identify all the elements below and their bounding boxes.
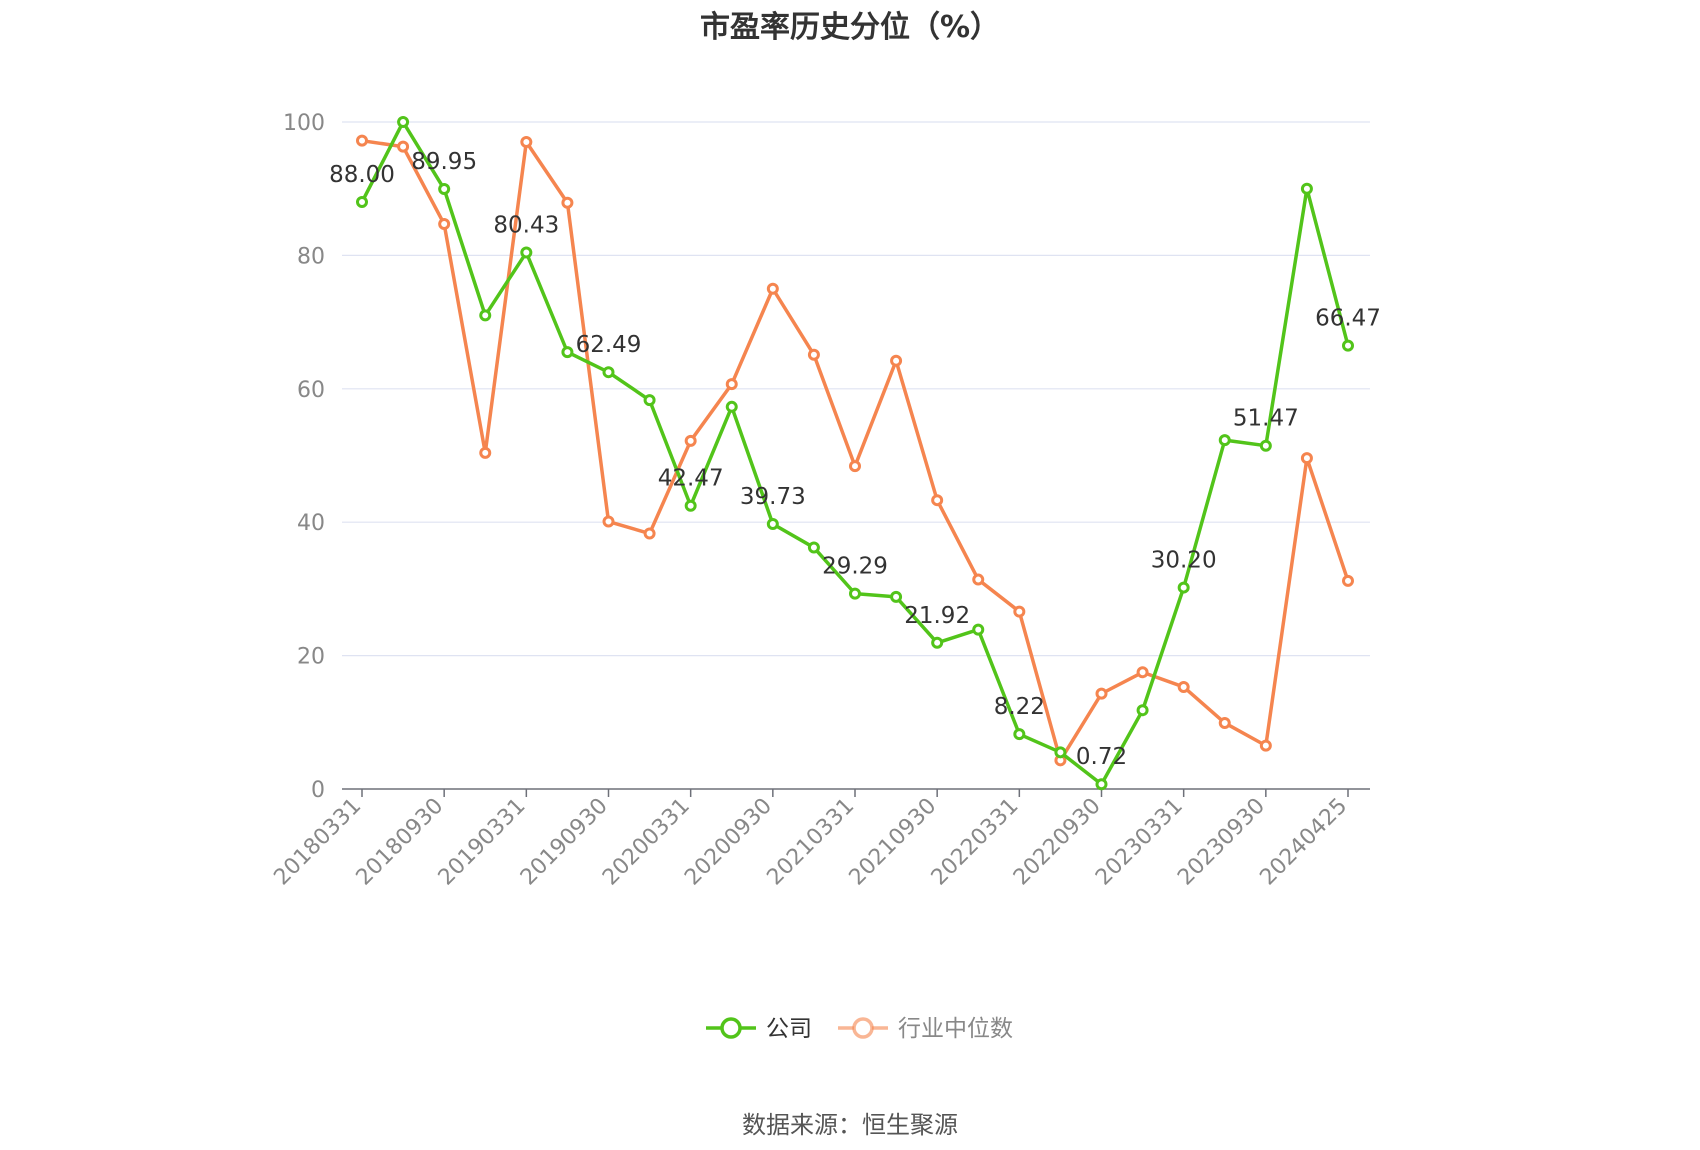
x-tick-label: 20180331	[269, 794, 366, 891]
data-point-industry	[972, 573, 985, 586]
data-point-industry	[1342, 574, 1354, 587]
data-label: 21.92	[904, 603, 970, 629]
data-point-industry	[1136, 666, 1149, 679]
data-point-industry	[1095, 687, 1108, 700]
data-point-company	[643, 394, 656, 407]
x-tick-label: 20200930	[680, 794, 777, 891]
data-point-company	[807, 541, 820, 554]
data-point-industry	[1218, 716, 1231, 729]
x-tick-label: 20210930	[845, 794, 942, 891]
data-point-industry	[1300, 452, 1313, 465]
legend-item-industry[interactable]: 行业中位数	[838, 1016, 1013, 1042]
data-point-industry	[397, 140, 410, 153]
data-point-company	[766, 518, 779, 531]
data-label: 80.43	[493, 213, 559, 239]
source-note: 数据来源：恒生聚源	[742, 1111, 958, 1139]
x-tick-label: 20240425	[1255, 794, 1352, 891]
y-tick-label: 80	[297, 244, 325, 269]
data-point-company	[356, 196, 368, 209]
x-tick-label: 20180930	[352, 794, 449, 891]
legend[interactable]: 公司 行业中位数	[706, 1016, 1013, 1042]
data-point-industry	[684, 434, 697, 447]
legend-marker-icon	[852, 1017, 874, 1039]
x-tick-label: 20190930	[516, 794, 613, 891]
legend-marker-icon	[720, 1017, 742, 1039]
axes: 0 20 40 60 80 100 2018033120180930201903312019…	[269, 111, 1370, 890]
series-lines	[356, 116, 1354, 791]
y-tick-label: 20	[297, 645, 325, 670]
x-tick-label: 20210331	[762, 794, 859, 891]
data-point-industry	[1259, 739, 1272, 752]
x-tick-label: 20230930	[1173, 794, 1270, 891]
data-point-industry	[766, 282, 779, 295]
y-tick-label: 40	[297, 511, 325, 536]
data-point-industry	[1013, 605, 1026, 618]
data-point-company	[1218, 434, 1231, 447]
x-tick-label: 20230331	[1091, 794, 1188, 891]
data-point-company	[1259, 439, 1272, 452]
y-tick-label: 100	[283, 111, 325, 136]
data-label: 66.47	[1315, 306, 1381, 332]
data-point-industry	[807, 348, 820, 361]
data-point-industry	[1177, 680, 1190, 693]
data-label: 62.49	[576, 332, 642, 358]
y-tick-label: 0	[311, 778, 325, 803]
data-point-industry	[438, 218, 451, 231]
data-label: 8.22	[994, 694, 1045, 720]
legend-item-company[interactable]: 公司	[706, 1016, 812, 1042]
data-point-company	[1095, 778, 1108, 791]
data-point-company	[1177, 581, 1190, 594]
data-point-company	[397, 116, 410, 128]
data-point-company	[1013, 728, 1026, 741]
data-point-company	[1136, 704, 1149, 717]
x-tick-label: 20220331	[927, 794, 1024, 891]
data-point-industry	[931, 494, 944, 507]
data-point-industry	[561, 196, 574, 209]
data-label: 89.95	[411, 149, 477, 175]
data-point-company	[602, 366, 615, 379]
data-label: 0.72	[1076, 744, 1127, 770]
data-point-company	[1342, 339, 1354, 352]
data-point-company	[931, 636, 944, 649]
legend-label: 公司	[766, 1016, 812, 1042]
data-label: 42.47	[658, 466, 724, 492]
legend-label: 行业中位数	[898, 1016, 1013, 1042]
data-point-company	[972, 623, 985, 636]
data-point-industry	[602, 515, 615, 528]
x-tick-label: 20200331	[598, 794, 695, 891]
data-label: 30.20	[1151, 548, 1217, 574]
data-point-company	[1300, 182, 1313, 195]
data-label: 39.73	[740, 484, 806, 510]
data-point-company	[684, 499, 697, 512]
grid-lines	[342, 121, 1370, 657]
data-point-company	[725, 400, 738, 413]
data-point-company	[890, 590, 903, 603]
data-label: 88.00	[329, 162, 395, 188]
data-point-industry	[520, 136, 533, 149]
data-point-company	[520, 246, 533, 259]
x-tick-label: 20190331	[434, 794, 531, 891]
data-point-company	[438, 183, 451, 196]
chart-title: 市盈率历史分位（%）	[700, 10, 1000, 45]
data-point-company	[479, 309, 492, 322]
data-point-industry	[356, 134, 368, 147]
data-label: 51.47	[1233, 406, 1299, 432]
data-label: 29.29	[822, 554, 888, 580]
data-point-industry	[479, 446, 492, 459]
y-tick-label: 60	[297, 378, 325, 403]
data-point-company	[849, 587, 861, 600]
data-point-industry	[849, 460, 861, 473]
x-tick-label: 20220930	[1009, 794, 1106, 891]
data-point-industry	[643, 527, 656, 540]
data-point-company	[1054, 746, 1067, 759]
data-point-industry	[890, 354, 903, 367]
data-point-industry	[725, 378, 738, 391]
data-point-company	[561, 346, 574, 359]
data-labels: 88.00 89.95 80.43 62.49 42.47 39.73 29.29 21.92…	[329, 149, 1381, 770]
